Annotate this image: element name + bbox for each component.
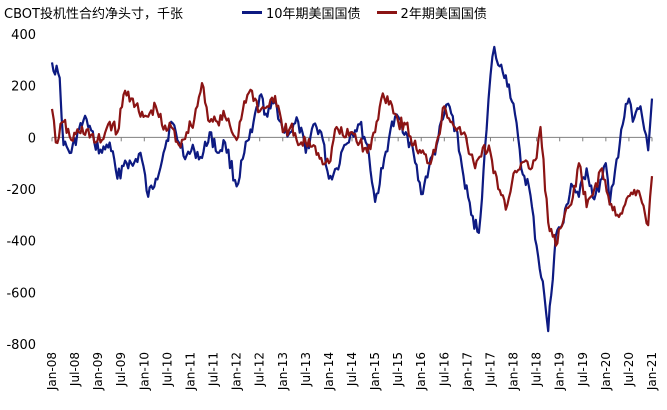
x-tick-label: Jan-10 xyxy=(137,352,151,391)
x-tick-label: Jul-11 xyxy=(207,352,221,387)
x-tick-label: Jul-09 xyxy=(114,352,128,387)
x-tick-label: Jul-17 xyxy=(483,352,497,387)
x-tick-label: Jul-20 xyxy=(622,352,636,387)
x-tick-label: Jul-10 xyxy=(160,352,174,387)
chart-title: CBOT投机性合约净头寸，千张 xyxy=(4,7,183,22)
y-tick-label: 200 xyxy=(11,80,36,95)
legend-swatch-2y xyxy=(376,11,397,14)
y-axis: 400 200 0 -200 -400 -600 -800 xyxy=(6,28,36,353)
x-tick-label: Jul-15 xyxy=(391,352,405,387)
x-tick-label: Jan-21 xyxy=(645,352,659,391)
x-tick-label: Jan-14 xyxy=(322,352,336,391)
x-axis: Jan-08 Jul-08 Jan-09 Jul-09 Jan-10 Jul-10 Jan-… xyxy=(45,136,659,391)
legend: 10年期美国国债 2年期美国国债 xyxy=(242,3,487,22)
y-tick-label: 400 xyxy=(11,28,36,43)
x-tick-label: Jan-16 xyxy=(414,352,428,391)
legend-item-10y: 10年期美国国债 xyxy=(242,3,361,22)
x-tick-label: Jul-08 xyxy=(68,352,82,387)
x-tick-label: Jan-11 xyxy=(183,352,197,391)
y-tick-label: -800 xyxy=(6,338,36,353)
y-tick-label: -600 xyxy=(6,286,36,301)
x-tick-label: Jan-12 xyxy=(230,352,244,391)
series-line-2y xyxy=(50,82,654,247)
legend-label-10y: 10年期美国国债 xyxy=(266,7,361,22)
x-tick-label: Jul-19 xyxy=(576,352,590,387)
x-tick-label: Jan-09 xyxy=(91,352,105,391)
x-tick-label: Jan-13 xyxy=(276,352,290,391)
x-tick-label: Jul-18 xyxy=(530,352,544,387)
x-tick-label: Jan-15 xyxy=(368,352,382,391)
y-tick-label: 0 xyxy=(28,131,36,146)
series-line-10y xyxy=(50,45,654,333)
x-tick-label: Jan-19 xyxy=(553,352,567,391)
x-tick-label: Jan-20 xyxy=(599,352,613,391)
legend-swatch-10y xyxy=(242,11,262,14)
x-tick-label: Jul-13 xyxy=(299,352,313,387)
legend-item-2y: 2年期美国国债 xyxy=(376,3,487,22)
x-tick-label: Jul-16 xyxy=(437,352,451,387)
y-tick-label: -400 xyxy=(6,235,36,250)
x-tick-label: Jul-12 xyxy=(253,352,267,387)
series-lines xyxy=(50,45,654,333)
x-tick-label: Jan-08 xyxy=(45,352,59,391)
x-tick-label: Jan-18 xyxy=(507,352,521,391)
legend-label-2y: 2年期美国国债 xyxy=(400,7,487,22)
x-tick-label: Jul-14 xyxy=(345,352,359,387)
y-tick-label: -200 xyxy=(6,183,36,198)
x-tick-label: Jan-17 xyxy=(460,352,474,391)
